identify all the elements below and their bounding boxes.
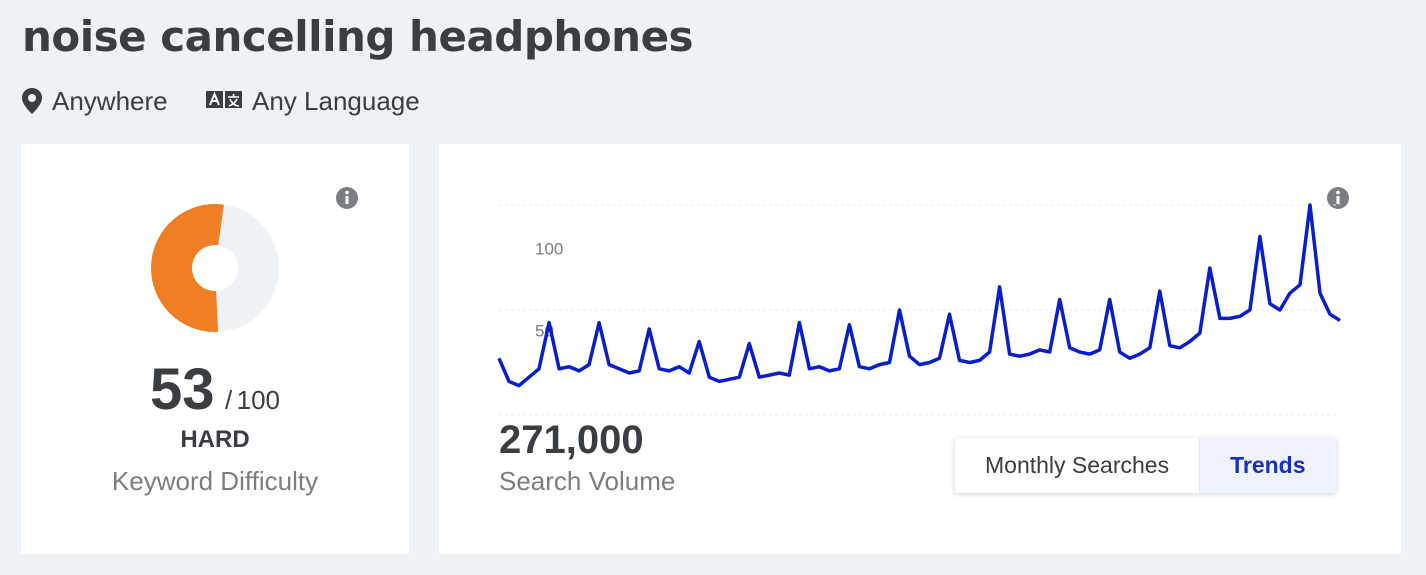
tab[interactable]: Monthly Searches bbox=[955, 438, 1201, 493]
difficulty-level: HARD bbox=[180, 426, 250, 453]
location-icon bbox=[22, 88, 42, 114]
tab[interactable]: Trends bbox=[1200, 438, 1336, 493]
difficulty-score: 53 bbox=[149, 357, 215, 422]
difficulty-gauge bbox=[151, 187, 358, 332]
gauge-score bbox=[151, 204, 224, 332]
score-row: 53 / 100 bbox=[21, 356, 409, 423]
keyword-title: noise cancelling headphones bbox=[22, 12, 694, 61]
score-separator: / bbox=[224, 385, 233, 415]
difficulty-card: 53 / 100 HARD Keyword Difficulty bbox=[21, 144, 409, 554]
trend-line bbox=[497, 203, 1341, 388]
view-tabs: Monthly Searches Trends bbox=[955, 438, 1336, 493]
info-icon bbox=[336, 187, 358, 209]
gauge-rest bbox=[216, 204, 280, 332]
info-icon bbox=[1327, 187, 1349, 209]
volume-card: 50 100 271,000 Search Volume Monthly Sear… bbox=[439, 144, 1401, 554]
language-icon bbox=[206, 91, 242, 108]
search-volume-label: Search Volume bbox=[499, 466, 676, 496]
search-volume: 271,000 bbox=[499, 418, 644, 462]
difficulty-label: Keyword Difficulty bbox=[111, 466, 319, 496]
location: Anywhere bbox=[52, 86, 168, 116]
y-tick-label: 100 bbox=[535, 239, 563, 258]
score-max: 100 bbox=[236, 385, 281, 415]
language: Any Language bbox=[252, 86, 420, 116]
